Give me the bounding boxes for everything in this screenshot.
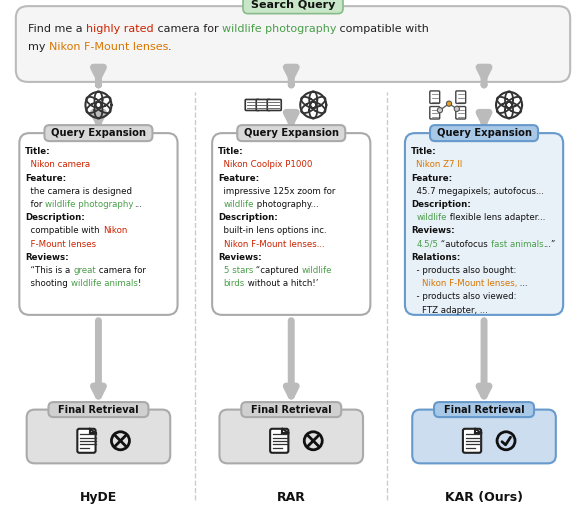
Text: Final Retrieval: Final Retrieval [444,404,524,415]
Text: Reviews:: Reviews: [25,253,69,262]
Text: wildlife animals: wildlife animals [71,279,138,288]
FancyBboxPatch shape [27,410,171,463]
Text: birds: birds [224,279,245,288]
FancyBboxPatch shape [256,99,270,111]
FancyBboxPatch shape [45,125,152,141]
Circle shape [437,108,442,113]
FancyBboxPatch shape [16,6,570,82]
Text: “captured: “captured [253,266,302,275]
Text: “autofocus: “autofocus [438,240,491,248]
Text: flexible lens adapter...: flexible lens adapter... [447,213,546,222]
Circle shape [454,106,459,112]
Text: - products also viewed:: - products also viewed: [411,292,516,302]
FancyBboxPatch shape [430,106,440,119]
Text: Final Retrieval: Final Retrieval [58,404,139,415]
Text: Nikon camera: Nikon camera [25,160,90,169]
Text: KAR (Ours): KAR (Ours) [445,492,523,504]
FancyBboxPatch shape [463,429,481,453]
Text: highly rated: highly rated [86,24,154,34]
Text: fast animals: fast animals [491,240,544,248]
Text: F-Mount lenses: F-Mount lenses [25,240,97,248]
Text: .: . [168,42,172,52]
Text: photography...: photography... [254,200,319,209]
Text: Description:: Description: [218,213,278,222]
Text: wildlife: wildlife [302,266,332,275]
FancyBboxPatch shape [212,133,370,315]
FancyBboxPatch shape [267,99,281,111]
Text: Reviews:: Reviews: [411,226,455,236]
Text: for: for [25,200,46,209]
Text: great: great [73,266,96,275]
Text: Find me a: Find me a [28,24,86,34]
FancyBboxPatch shape [413,410,556,463]
Text: ...: ... [517,279,528,288]
Text: Relations:: Relations: [411,253,460,262]
Text: Search Query: Search Query [251,0,335,10]
Text: Final Retrieval: Final Retrieval [251,404,332,415]
Text: Query Expansion: Query Expansion [244,128,339,138]
FancyBboxPatch shape [77,429,96,453]
Text: Feature:: Feature: [218,174,259,182]
Text: 4.5/5: 4.5/5 [417,240,438,248]
Text: HyDE: HyDE [80,492,117,504]
Text: 5 stars: 5 stars [224,266,253,275]
FancyBboxPatch shape [456,106,466,119]
Circle shape [447,101,452,106]
Text: Feature:: Feature: [411,174,452,182]
Text: !: ! [138,279,141,288]
Text: shooting: shooting [25,279,71,288]
Text: 45.7 megapixels; autofocus...: 45.7 megapixels; autofocus... [411,187,544,196]
Text: without a hitch!’: without a hitch!’ [245,279,318,288]
FancyBboxPatch shape [49,402,148,417]
Text: ...”: ...” [544,240,556,248]
FancyBboxPatch shape [246,99,259,111]
FancyBboxPatch shape [270,429,288,453]
FancyBboxPatch shape [456,91,466,103]
Text: Query Expansion: Query Expansion [437,128,532,138]
Text: Nikon F-Mount lenses,: Nikon F-Mount lenses, [422,279,517,288]
Text: RAR: RAR [277,492,306,504]
FancyBboxPatch shape [430,125,538,141]
Text: Description:: Description: [25,213,85,222]
Text: Nikon Z7 II: Nikon Z7 II [417,160,463,169]
Text: the camera is designed: the camera is designed [25,187,132,196]
Text: compatible with: compatible with [25,226,103,236]
Text: “This is a: “This is a [25,266,73,275]
FancyBboxPatch shape [405,133,563,315]
Text: my: my [28,42,49,52]
Text: Reviews:: Reviews: [218,253,262,262]
Text: Nikon: Nikon [103,226,127,236]
Text: Title:: Title: [25,147,51,156]
FancyBboxPatch shape [19,133,178,315]
Text: wildlife photography: wildlife photography [222,24,336,34]
Text: built-in lens options inc.: built-in lens options inc. [218,226,327,236]
Text: impressive 125x zoom for: impressive 125x zoom for [218,187,336,196]
Text: Nikon Coolpix P1000: Nikon Coolpix P1000 [218,160,312,169]
Text: - products also bought:: - products also bought: [411,266,516,275]
FancyBboxPatch shape [241,402,341,417]
Text: FTZ adapter, ...: FTZ adapter, ... [411,306,488,314]
Text: wildlife: wildlife [224,200,254,209]
Text: camera for: camera for [96,266,146,275]
FancyBboxPatch shape [220,410,363,463]
Text: wildlife photography: wildlife photography [46,200,134,209]
FancyBboxPatch shape [434,402,534,417]
FancyBboxPatch shape [430,91,440,103]
Text: Nikon F-Mount lenses...: Nikon F-Mount lenses... [224,240,324,248]
FancyBboxPatch shape [237,125,345,141]
Text: wildlife: wildlife [417,213,447,222]
Text: camera for: camera for [154,24,222,34]
Text: ...: ... [134,200,142,209]
Text: compatible with: compatible with [336,24,429,34]
Text: Title:: Title: [218,147,244,156]
Text: Query Expansion: Query Expansion [51,128,146,138]
FancyBboxPatch shape [243,0,343,14]
Text: Title:: Title: [411,147,437,156]
Text: Description:: Description: [411,200,471,209]
Text: Nikon F-Mount lenses: Nikon F-Mount lenses [49,42,168,52]
Text: Feature:: Feature: [25,174,66,182]
